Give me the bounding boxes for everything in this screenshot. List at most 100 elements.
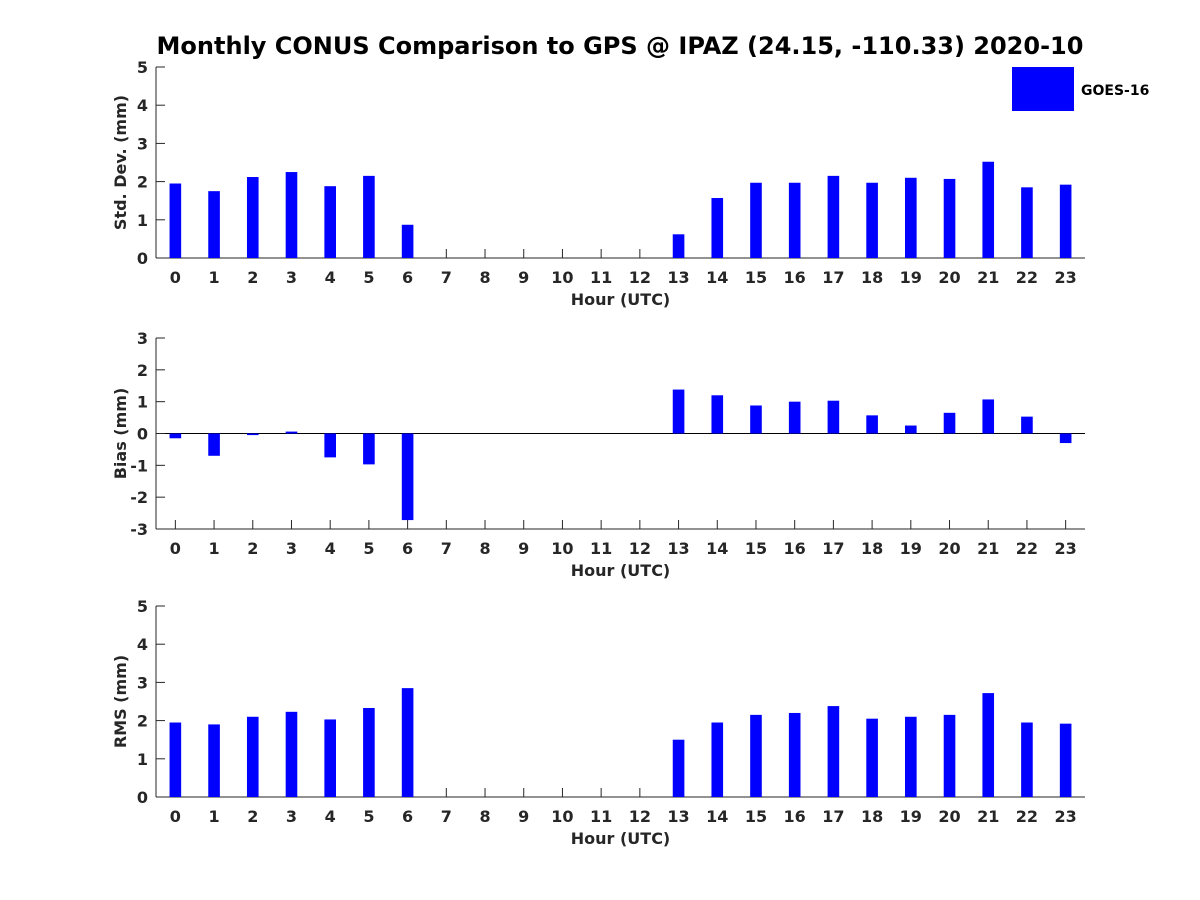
y-tick-label: 0 <box>137 249 148 268</box>
bar <box>750 405 762 434</box>
y-tick-label: 0 <box>137 788 148 807</box>
x-tick-label: 12 <box>629 807 651 826</box>
legend: GOES-16 <box>1012 67 1149 111</box>
bar <box>982 161 995 258</box>
x-tick-label: 20 <box>938 539 960 558</box>
x-tick-label: 14 <box>706 539 728 558</box>
y-tick-label: 2 <box>137 361 148 380</box>
y-axis-label: RMS (mm) <box>111 655 130 748</box>
bar <box>750 182 762 258</box>
x-tick-label: 3 <box>286 539 297 558</box>
x-tick-label: 11 <box>590 807 612 826</box>
x-tick-label: 3 <box>286 807 297 826</box>
y-axis-label: Bias (mm) <box>111 388 130 480</box>
x-tick-label: 9 <box>518 539 529 558</box>
bar <box>285 172 298 258</box>
x-axis-label: Hour (UTC) <box>571 290 671 309</box>
bar <box>1021 722 1033 797</box>
bar <box>1021 416 1033 434</box>
x-tick-label: 17 <box>822 807 844 826</box>
x-axis-label: Hour (UTC) <box>571 561 671 580</box>
x-tick-label: 17 <box>822 268 844 287</box>
bar <box>866 718 878 797</box>
x-tick-label: 1 <box>208 539 219 558</box>
bar <box>711 722 724 797</box>
x-tick-label: 0 <box>170 807 181 826</box>
x-tick-label: 17 <box>822 539 844 558</box>
x-tick-label: 2 <box>247 807 258 826</box>
x-tick-label: 4 <box>325 807 336 826</box>
bar <box>246 433 259 436</box>
x-tick-label: 19 <box>900 807 922 826</box>
y-tick-label: -1 <box>130 456 148 475</box>
x-tick-label: 9 <box>518 807 529 826</box>
y-tick-label: 0 <box>137 425 148 444</box>
bar <box>750 714 762 797</box>
y-tick-label: 2 <box>137 712 148 731</box>
x-tick-label: 1 <box>208 268 219 287</box>
bar <box>943 714 956 797</box>
bar <box>711 198 724 258</box>
x-tick-label: 22 <box>1016 268 1038 287</box>
x-tick-label: 3 <box>286 268 297 287</box>
bar <box>169 183 182 258</box>
bar <box>208 724 220 797</box>
x-tick-label: 19 <box>900 268 922 287</box>
bar <box>169 722 182 797</box>
bar <box>208 433 220 456</box>
bar <box>324 433 336 458</box>
bar <box>788 182 801 258</box>
x-tick-label: 0 <box>170 539 181 558</box>
x-tick-label: 10 <box>551 807 573 826</box>
bar <box>827 400 840 434</box>
x-tick-label: 2 <box>247 539 258 558</box>
bar <box>208 191 220 258</box>
bar <box>866 182 878 258</box>
bar <box>672 739 685 797</box>
y-tick-label: 3 <box>137 673 148 692</box>
x-tick-label: 16 <box>784 268 806 287</box>
x-tick-label: 10 <box>551 268 573 287</box>
x-tick-label: 12 <box>629 539 651 558</box>
bar <box>169 433 182 439</box>
x-tick-label: 23 <box>1055 268 1077 287</box>
y-tick-label: 1 <box>137 393 148 412</box>
y-tick-label: -3 <box>130 520 148 539</box>
bar <box>401 224 414 258</box>
y-tick-label: 1 <box>137 211 148 230</box>
bar <box>246 716 259 797</box>
x-tick-label: 15 <box>745 807 767 826</box>
x-tick-label: 2 <box>247 268 258 287</box>
bar <box>672 389 685 434</box>
x-tick-label: 8 <box>479 268 490 287</box>
bar <box>788 712 801 797</box>
bar <box>982 693 995 797</box>
x-tick-label: 19 <box>900 539 922 558</box>
x-tick-label: 16 <box>784 539 806 558</box>
y-tick-label: 5 <box>137 597 148 616</box>
x-tick-label: 21 <box>977 539 999 558</box>
x-tick-label: 0 <box>170 268 181 287</box>
x-tick-label: 7 <box>441 807 452 826</box>
x-tick-label: 6 <box>402 807 413 826</box>
x-tick-label: 14 <box>706 268 728 287</box>
bar <box>324 719 336 797</box>
x-tick-label: 5 <box>363 807 374 826</box>
y-tick-label: 3 <box>137 329 148 348</box>
bar <box>827 706 840 797</box>
bar <box>672 234 685 258</box>
x-tick-label: 20 <box>938 807 960 826</box>
x-tick-label: 14 <box>706 807 728 826</box>
y-tick-label: 4 <box>137 635 148 654</box>
x-tick-label: 12 <box>629 268 651 287</box>
x-tick-label: 18 <box>861 807 883 826</box>
x-tick-label: 13 <box>667 807 689 826</box>
y-tick-label: 5 <box>137 58 148 77</box>
x-tick-label: 13 <box>667 539 689 558</box>
x-tick-label: 11 <box>590 539 612 558</box>
bar <box>905 425 917 434</box>
bar <box>363 433 375 465</box>
